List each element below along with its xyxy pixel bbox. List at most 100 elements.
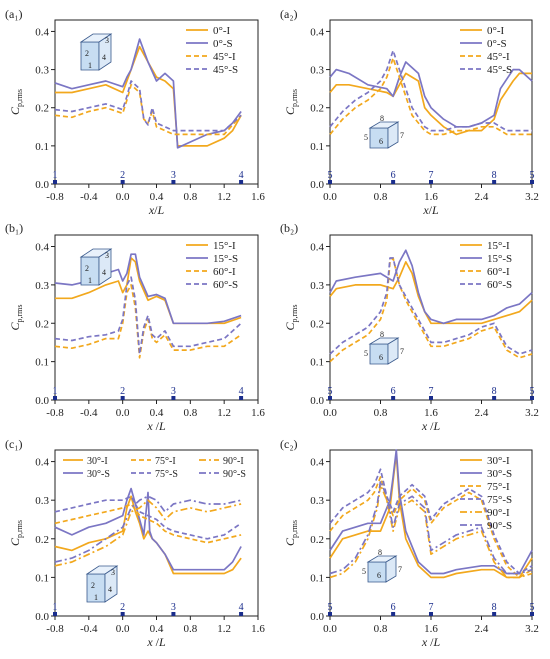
y-tick-label: 0.0 xyxy=(310,395,324,407)
position-marker-label: 1 xyxy=(53,602,58,613)
x-tick-label: 2.4 xyxy=(475,191,489,203)
position-marker-label: 3 xyxy=(171,602,176,613)
legend-label: 30°-I xyxy=(487,455,510,467)
inset-label: 8 xyxy=(380,330,384,339)
x-tick-label: 0.4 xyxy=(150,191,164,203)
position-marker xyxy=(328,180,332,184)
x-axis-label: x /L xyxy=(421,635,441,649)
legend-label: 45°-I xyxy=(487,51,510,63)
inset-label: 5 xyxy=(362,567,366,576)
legend-label: 0°-S xyxy=(487,38,507,50)
legend-label: 30°-S xyxy=(487,468,512,480)
legend-label: 90°-S xyxy=(487,520,512,532)
position-marker-label: 8 xyxy=(492,170,497,181)
legend-label: 90°-I xyxy=(487,507,510,519)
x-tick-label: 0.8 xyxy=(374,407,388,419)
inset-label: 3 xyxy=(105,251,109,260)
position-marker-label: 4 xyxy=(239,602,244,613)
series-line xyxy=(54,499,242,567)
x-tick-label: 1.2 xyxy=(217,191,231,203)
y-tick-label: 0.4 xyxy=(35,457,49,469)
y-tick-label: 0.3 xyxy=(310,495,324,507)
y-tick-label: 0.3 xyxy=(310,65,324,77)
legend-label: 15°-S xyxy=(213,253,238,265)
x-tick-label: 2.4 xyxy=(475,623,489,635)
y-tick-label: 0.3 xyxy=(310,280,324,292)
x-tick-label: 1.6 xyxy=(424,623,438,635)
y-tick-label: 0.3 xyxy=(35,65,49,77)
legend-label: 30°-S xyxy=(87,469,110,480)
y-tick-label: 0.1 xyxy=(310,141,324,153)
position-marker xyxy=(53,396,57,400)
series-line xyxy=(54,495,242,575)
x-tick-label: 0.0 xyxy=(323,623,337,635)
position-marker xyxy=(239,180,244,184)
x-tick-label: 3.2 xyxy=(525,623,539,635)
x-tick-label: 0.8 xyxy=(183,407,197,419)
x-tick-label: 0.0 xyxy=(116,623,130,635)
y-tick-label: 0.1 xyxy=(35,357,49,369)
legend-label: 75°-I xyxy=(487,481,510,493)
y-tick-label: 0.0 xyxy=(35,179,49,191)
panel-label: (c₂) xyxy=(280,437,298,451)
inset-label: 5 xyxy=(364,133,368,142)
x-tick-label: 3.2 xyxy=(525,191,539,203)
position-marker xyxy=(530,396,534,400)
position-marker-label: 8 xyxy=(492,386,497,397)
position-marker xyxy=(391,612,396,616)
position-marker-label: 1 xyxy=(53,170,58,181)
series-line xyxy=(329,61,533,128)
x-tick-label: 0.0 xyxy=(323,407,337,419)
x-tick-label: 0.0 xyxy=(323,191,337,203)
series-line xyxy=(54,276,242,355)
inset-label: 1 xyxy=(94,593,98,602)
legend-label: 0°-S xyxy=(213,38,233,50)
x-tick-label: 0.8 xyxy=(183,191,197,203)
position-marker xyxy=(328,396,332,400)
position-marker-label: 5 xyxy=(328,602,333,613)
legend-label: 75°-S xyxy=(155,469,178,480)
y-tick-label: 0.0 xyxy=(310,611,324,623)
position-marker xyxy=(429,612,433,616)
series-line xyxy=(329,257,533,355)
inset-label: 7 xyxy=(400,131,404,140)
series-line xyxy=(329,449,533,575)
legend-label: 90°-S xyxy=(223,469,246,480)
x-axis-label: x /L xyxy=(146,419,166,433)
y-tick-label: 0.4 xyxy=(310,457,324,469)
y-tick-label: 0.0 xyxy=(310,179,324,191)
y-tick-label: 0.1 xyxy=(35,141,49,153)
legend-label: 30°-I xyxy=(87,456,108,467)
position-marker-label: 6 xyxy=(391,602,396,613)
series-line xyxy=(54,503,242,544)
legend: 30°-I 30°-S 75°-I 75°-S 90°-I 90°-S xyxy=(63,456,246,480)
x-tick-label: 3.2 xyxy=(525,407,539,419)
position-marker xyxy=(328,612,332,616)
legend-label: 0°-I xyxy=(487,25,505,37)
x-tick-label: 0.4 xyxy=(150,407,164,419)
x-tick-label: 0.8 xyxy=(183,623,197,635)
position-marker xyxy=(530,180,534,184)
y-axis-label: Cp,rms xyxy=(283,89,299,115)
position-marker xyxy=(530,612,534,616)
x-tick-label: -0.4 xyxy=(80,623,98,635)
position-marker-label: 5 xyxy=(328,170,333,181)
position-marker xyxy=(492,396,497,400)
x-tick-label: -0.8 xyxy=(46,623,64,635)
position-marker-label: 2 xyxy=(120,170,125,181)
panel-c2: (c₂) 0.0 0.8 1.6 2.4 3.2 0.0 0.1 0.2 0.3 0.4 x /L Cp… xyxy=(280,437,539,649)
legend-label: 45°-I xyxy=(213,51,236,63)
position-marker-label: 2 xyxy=(120,386,125,397)
position-marker-label: 2 xyxy=(120,602,125,613)
position-marker-label: 3 xyxy=(171,386,176,397)
inset-label: 2 xyxy=(85,49,89,58)
legend-label: 45°-S xyxy=(213,64,238,76)
x-tick-label: 1.6 xyxy=(424,191,438,203)
position-marker xyxy=(391,180,396,184)
panel-label: (b₁) xyxy=(5,221,23,235)
position-marker xyxy=(171,612,176,616)
series-line xyxy=(54,83,242,136)
x-tick-label: 2.4 xyxy=(475,407,489,419)
legend: 0°-I0°-S45°-I45°-S xyxy=(186,25,238,76)
inset-label: 1 xyxy=(88,276,92,285)
